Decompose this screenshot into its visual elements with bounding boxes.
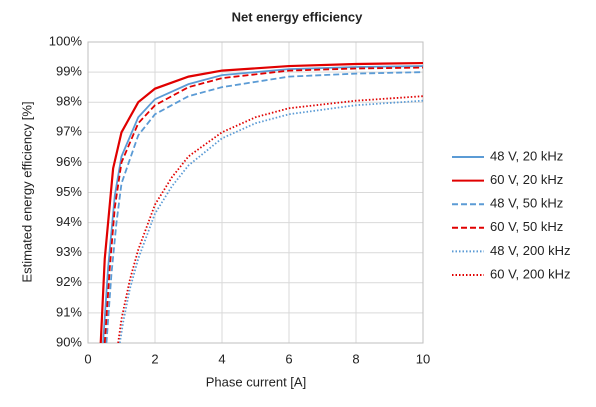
chart-title: Net energy efficiency	[232, 9, 364, 24]
x-tick-label: 8	[352, 351, 359, 366]
x-tick-label: 10	[416, 351, 430, 366]
legend-label: 48 V, 50 kHz	[490, 196, 563, 211]
x-tick-label: 6	[285, 351, 292, 366]
legend-label: 60 V, 50 kHz	[490, 219, 563, 234]
x-tick-label: 2	[151, 351, 158, 366]
y-axis-label: Estimated energy efficiency [%]	[19, 101, 34, 282]
series-line	[105, 71, 423, 343]
x-tick-label: 4	[218, 351, 225, 366]
y-tick-label: 95%	[56, 184, 82, 199]
y-tick-label: 98%	[56, 94, 82, 109]
y-tick-label: 93%	[56, 244, 82, 259]
y-tick-label: 91%	[56, 304, 82, 319]
y-tick-label: 94%	[56, 214, 82, 229]
series-line	[118, 99, 423, 343]
legend-label: 60 V, 200 kHz	[490, 266, 570, 281]
series-line	[117, 95, 423, 343]
y-tick-label: 96%	[56, 154, 82, 169]
x-tick-label: 0	[84, 351, 91, 366]
y-tick-label: 100%	[49, 33, 83, 48]
series-line	[99, 61, 423, 343]
y-tick-label: 90%	[56, 334, 82, 349]
plot-border	[87, 41, 424, 344]
legend-label: 48 V, 200 kHz	[490, 243, 570, 258]
series-line	[102, 65, 423, 343]
y-tick-label: 99%	[56, 64, 82, 79]
legend-label: 48 V, 20 kHz	[490, 148, 563, 163]
legend-label: 60 V, 20 kHz	[490, 172, 563, 187]
series-line	[103, 66, 423, 343]
y-tick-label: 92%	[56, 274, 82, 289]
y-tick-label: 97%	[56, 124, 82, 139]
x-axis-label: Phase current [A]	[206, 374, 306, 389]
